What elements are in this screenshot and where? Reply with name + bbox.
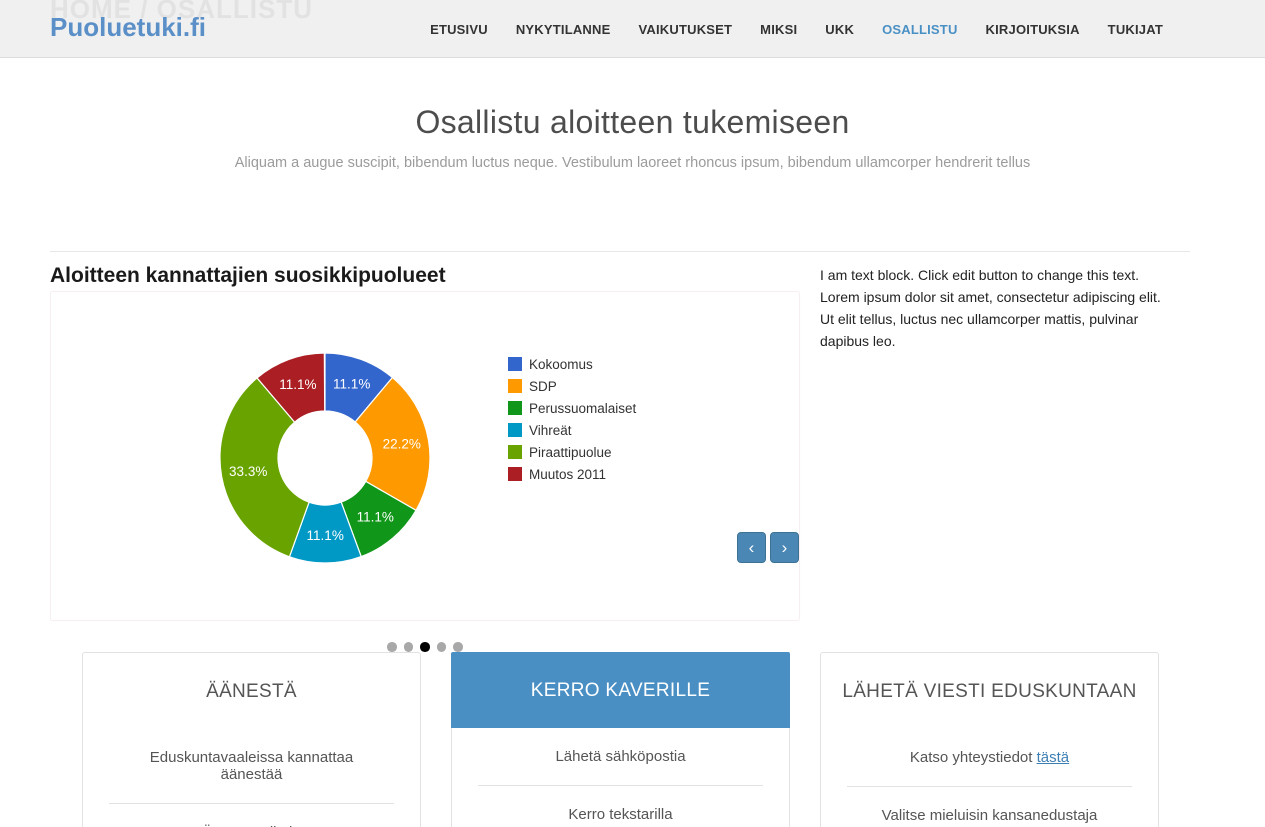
svg-text:11.1%: 11.1% — [357, 510, 394, 525]
svg-text:11.1%: 11.1% — [333, 377, 370, 392]
svg-text:33.3%: 33.3% — [229, 464, 267, 479]
svg-text:22.2%: 22.2% — [383, 436, 421, 451]
svg-text:11.1%: 11.1% — [279, 377, 316, 392]
svg-text:11.1%: 11.1% — [307, 528, 344, 543]
